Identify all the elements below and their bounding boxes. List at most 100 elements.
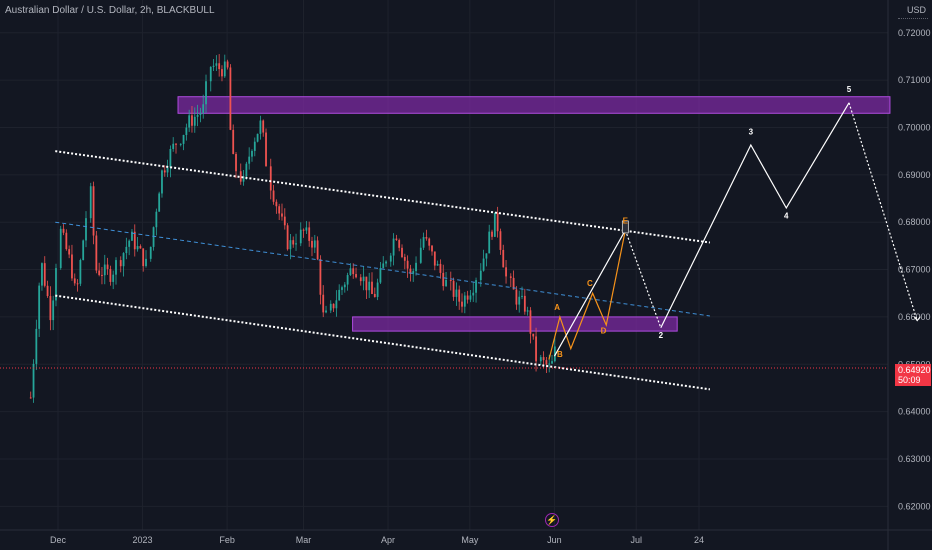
candle-body [269, 166, 272, 191]
wave-white-path [553, 229, 626, 357]
candle-body [509, 276, 512, 278]
y-tick-label: 0.62000 [898, 501, 931, 511]
candle-body [373, 293, 376, 297]
candle-body [376, 282, 379, 297]
candle-body [196, 114, 199, 117]
candle-body [193, 116, 196, 126]
candle-body [412, 271, 415, 274]
candle-body [551, 361, 553, 364]
candle-body [163, 170, 166, 173]
y-tick-label: 0.71000 [898, 75, 931, 85]
candle-body [526, 310, 529, 312]
candle-body [85, 218, 87, 241]
candle-body [422, 237, 425, 248]
projection-tip-box [621, 220, 629, 234]
candle-body [371, 281, 373, 294]
candle-body [475, 280, 477, 293]
candle-body [431, 245, 433, 252]
candle-body [482, 258, 485, 271]
candle-body [185, 127, 188, 135]
candle-body [119, 260, 122, 267]
candle-body [49, 296, 52, 321]
candle-body [101, 274, 103, 276]
candle-body [59, 228, 62, 269]
candle-body [346, 275, 349, 285]
candle-body [529, 310, 532, 334]
wave-label: B [557, 350, 563, 359]
wave-label: 5 [847, 85, 852, 94]
candle-body [109, 269, 112, 282]
candle-body [29, 397, 32, 399]
candle-body [125, 246, 128, 254]
candle-body [302, 229, 305, 231]
candle-body [259, 120, 262, 134]
candle-body [218, 63, 221, 70]
candle-body [265, 132, 267, 167]
candle-body [122, 253, 125, 267]
candle-body [485, 253, 488, 259]
channel-mid-line [55, 221, 710, 317]
candle-body [455, 289, 458, 297]
candle-body [305, 227, 308, 231]
candle-body [182, 134, 185, 144]
candle-body [52, 300, 55, 321]
candle-body [95, 235, 98, 271]
candle-body [229, 67, 232, 130]
currency-label[interactable]: USD [906, 5, 926, 15]
candle-body [539, 357, 542, 362]
candle-body [212, 65, 215, 67]
wave-label: 2 [659, 331, 664, 340]
candle-body [332, 303, 335, 309]
x-tick-label: Jun [547, 535, 562, 545]
candle-body [505, 267, 507, 277]
candle-body [502, 249, 505, 268]
candle-body [316, 240, 319, 260]
candle-body [343, 284, 346, 288]
candle-body [161, 170, 163, 194]
candle-body [308, 227, 311, 241]
candle-body [479, 270, 482, 281]
y-tick-label: 0.67000 [898, 265, 931, 275]
candle-body [289, 240, 292, 250]
candle-body [313, 240, 316, 248]
candle-body [253, 141, 256, 151]
candle-body [362, 276, 365, 282]
wave-label: E [623, 217, 629, 226]
candle-body [349, 268, 352, 276]
candle-body [281, 213, 283, 217]
candle-body [215, 63, 218, 66]
candle-body [35, 328, 38, 364]
x-tick-label: Jul [631, 535, 643, 545]
x-tick-label: 24 [694, 535, 704, 545]
candle-body [65, 232, 68, 250]
candle-body [428, 238, 431, 246]
candle-body [436, 263, 439, 266]
candle-body [299, 229, 302, 244]
candle-body [488, 231, 491, 254]
candle-body [532, 333, 535, 337]
candle-body [461, 301, 463, 307]
channel-lower-line [55, 294, 711, 391]
candle-body [452, 280, 455, 297]
candle-body [521, 295, 523, 297]
candle-body [139, 246, 142, 249]
candle-body [311, 240, 313, 248]
candle-body [79, 260, 82, 284]
symbol-title[interactable]: Australian Dollar / U.S. Dollar, 2h, BLA… [5, 5, 215, 16]
candle-body [235, 153, 237, 172]
candle-body [82, 240, 85, 261]
candle-body [355, 274, 357, 278]
candle-body [43, 263, 46, 286]
candle-body [199, 113, 202, 115]
lightning-icon[interactable]: ⚡ [545, 513, 559, 527]
candle-body [335, 300, 338, 309]
y-tick-label: 0.63000 [898, 454, 931, 464]
candle-body [142, 248, 145, 267]
x-tick-label: 2023 [133, 535, 153, 545]
candle-body [272, 190, 275, 202]
candle-body [112, 274, 115, 282]
candle-body [131, 231, 133, 241]
bar-countdown: 50:09 [898, 375, 921, 385]
